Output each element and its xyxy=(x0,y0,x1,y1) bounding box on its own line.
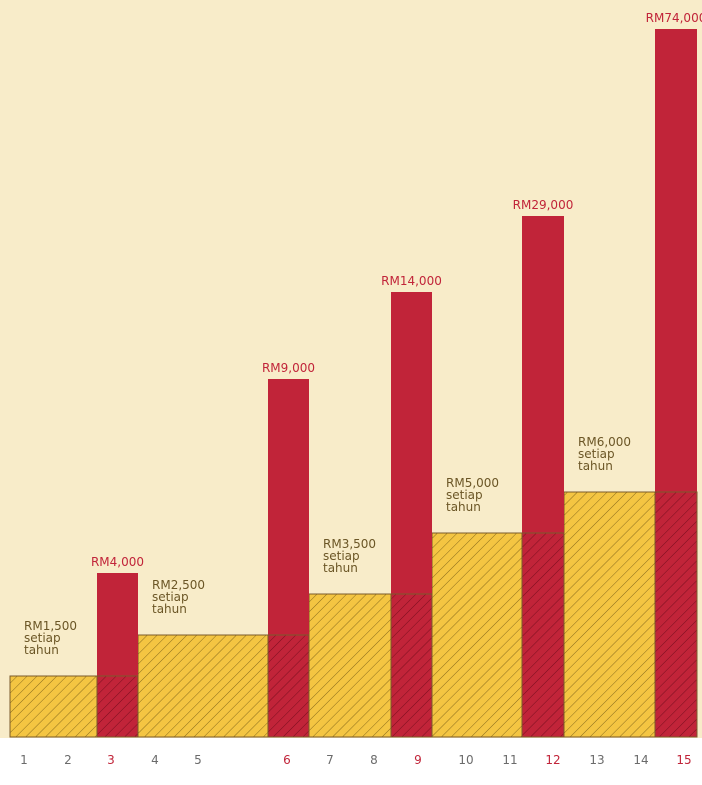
step-label: RM5,000 setiap tahun xyxy=(446,476,499,514)
year-tick-label: 8 xyxy=(370,753,378,767)
year-tick-label: 5 xyxy=(194,753,202,767)
step-label: RM6,000 setiap tahun xyxy=(578,435,631,473)
step-label-line: RM3,500 xyxy=(323,537,376,551)
year-tick-label: 6 xyxy=(283,753,291,767)
peak-label: RM4,000 xyxy=(91,555,144,569)
peak-label: RM74,000 xyxy=(646,11,702,25)
step-label-line: tahun xyxy=(24,643,59,657)
year-tick-label: 10 xyxy=(458,753,473,767)
step-label-line: RM1,500 xyxy=(24,619,77,633)
peak-label: RM29,000 xyxy=(513,198,574,212)
year-tick-label: 11 xyxy=(502,753,517,767)
peaks-layer xyxy=(96,29,698,738)
peak-overlap xyxy=(96,675,139,738)
step-label-line: setiap xyxy=(446,488,483,502)
year-tick-label: 7 xyxy=(326,753,334,767)
peak-overlap xyxy=(267,634,310,738)
step-label-line: RM6,000 xyxy=(578,435,631,449)
x-axis: 1 2 3 4 5 6 7 8 9 10 11 12 13 14 15 xyxy=(20,753,691,767)
year-tick-label: 9 xyxy=(414,753,422,767)
peak-overlap xyxy=(654,491,698,738)
step-label-line: tahun xyxy=(446,500,481,514)
year-tick-label: 15 xyxy=(676,753,691,767)
year-tick-label: 14 xyxy=(633,753,648,767)
step-label: RM1,500 setiap tahun xyxy=(24,619,77,657)
peak-overlap xyxy=(390,593,433,738)
step-label-line: tahun xyxy=(323,561,358,575)
peak-label: RM14,000 xyxy=(381,274,442,288)
year-tick-label: 1 xyxy=(20,753,28,767)
year-tick-label: 2 xyxy=(64,753,72,767)
peak-overlap xyxy=(521,532,565,738)
step-label-line: setiap xyxy=(24,631,61,645)
step-label-line: tahun xyxy=(152,602,187,616)
step-label-line: setiap xyxy=(323,549,360,563)
peak-label: RM9,000 xyxy=(262,361,315,375)
year-tick-label: 12 xyxy=(545,753,560,767)
year-tick-label: 4 xyxy=(151,753,159,767)
step-label: RM2,500 setiap tahun xyxy=(152,578,205,616)
year-tick-label: 3 xyxy=(107,753,115,767)
step-label: RM3,500 setiap tahun xyxy=(323,537,376,575)
year-tick-label: 13 xyxy=(589,753,604,767)
step-label-line: RM5,000 xyxy=(446,476,499,490)
step-label-line: RM2,500 xyxy=(152,578,205,592)
step-label-line: setiap xyxy=(152,590,189,604)
step-label-line: setiap xyxy=(578,447,615,461)
step-label-line: tahun xyxy=(578,459,613,473)
